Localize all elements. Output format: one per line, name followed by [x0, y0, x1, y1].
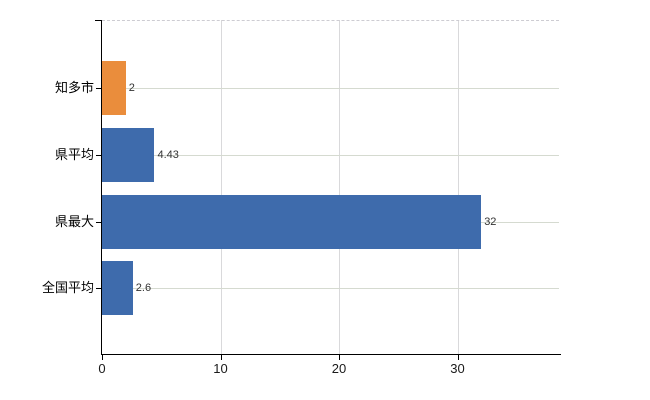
bar [102, 128, 155, 182]
category-label: 県最大 [54, 213, 94, 229]
category-tick [96, 155, 102, 156]
y-axis-line [100, 20, 102, 354]
x-axis-tick [220, 355, 222, 360]
vertical-gridline [457, 20, 459, 354]
plot-top-border [102, 20, 559, 21]
bar-value-label: 4.43 [157, 149, 179, 161]
bar [102, 260, 133, 315]
horizontal-gridline [102, 88, 559, 89]
category-tick [96, 88, 102, 89]
x-axis-tick [102, 355, 103, 360]
bar [102, 61, 126, 115]
category-tick [96, 221, 102, 223]
category-tick [96, 287, 102, 289]
bar [102, 194, 482, 249]
category-label: 県平均 [54, 147, 94, 162]
x-axis-tick-label: 10 [213, 361, 228, 376]
vertical-gridline [220, 20, 222, 354]
vertical-gridline [339, 20, 340, 354]
category-label: 全国平均 [41, 279, 94, 295]
x-axis-line [100, 353, 561, 355]
y-axis-top-tick [95, 20, 102, 21]
category-label: 知多市 [54, 80, 94, 95]
x-axis-tick-label: 30 [450, 361, 465, 376]
x-axis-tick-label: 0 [98, 361, 106, 376]
horizontal-gridline [102, 287, 559, 289]
x-axis-tick-label: 20 [331, 361, 347, 376]
x-axis-tick [457, 355, 459, 360]
x-axis-tick [339, 355, 340, 360]
horizontal-gridline [102, 155, 559, 156]
bar-value-label: 2.6 [135, 281, 152, 294]
bar-value-label: 32 [484, 215, 497, 228]
bar-value-label: 2 [128, 82, 135, 94]
